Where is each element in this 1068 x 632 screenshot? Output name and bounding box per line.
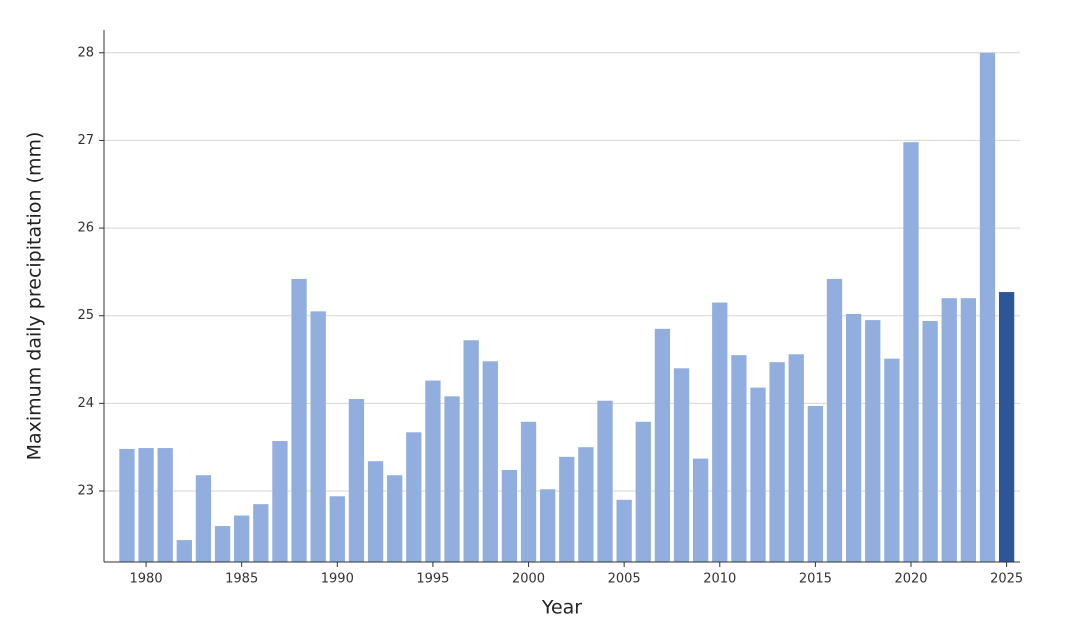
bar xyxy=(903,142,919,562)
bar xyxy=(826,278,843,562)
bar xyxy=(597,400,613,562)
y-tick-label: 28 xyxy=(77,45,94,60)
bar xyxy=(234,515,250,562)
bar xyxy=(482,361,498,562)
bar xyxy=(578,447,594,562)
bar xyxy=(884,358,900,562)
bar xyxy=(616,499,632,562)
x-tick-label: 1990 xyxy=(321,572,354,587)
bar xyxy=(387,475,403,562)
bar xyxy=(406,432,422,562)
x-tick-label: 2010 xyxy=(703,572,736,587)
bar xyxy=(845,313,862,562)
bar xyxy=(463,340,479,562)
y-axis-title: Maximum daily precipitation (mm) xyxy=(24,132,46,461)
x-axis-title: Year xyxy=(541,597,582,619)
bar xyxy=(769,362,785,562)
y-tick-label: 26 xyxy=(77,221,94,236)
x-tick-label: 1995 xyxy=(416,572,449,587)
bar xyxy=(367,461,384,562)
bar xyxy=(444,396,460,562)
bar xyxy=(348,398,365,562)
bar xyxy=(979,52,996,563)
bar xyxy=(922,320,938,562)
x-tick-label: 2025 xyxy=(990,572,1023,587)
bar xyxy=(253,504,269,562)
bar xyxy=(750,387,766,562)
bar xyxy=(654,328,671,562)
bar xyxy=(692,458,709,562)
x-tick-label: 1980 xyxy=(130,572,163,587)
bar xyxy=(960,298,977,562)
bar xyxy=(214,526,231,562)
bar xyxy=(425,380,441,562)
bar xyxy=(941,298,957,562)
y-tick-label: 23 xyxy=(77,484,94,499)
x-tick-label: 2005 xyxy=(608,572,641,587)
bar xyxy=(272,441,288,562)
y-tick-label: 25 xyxy=(77,308,94,323)
bar xyxy=(195,475,212,562)
bar xyxy=(788,354,804,562)
bar xyxy=(635,421,651,562)
y-tick-label: 24 xyxy=(77,396,94,411)
bar xyxy=(329,496,345,562)
y-tick-label: 27 xyxy=(77,133,94,148)
x-tick-label: 2000 xyxy=(512,572,545,587)
x-tick-label: 2015 xyxy=(799,572,832,587)
bar xyxy=(559,456,575,562)
bar xyxy=(998,292,1015,562)
bar xyxy=(712,302,728,562)
bar xyxy=(176,540,192,562)
x-tick-label: 1985 xyxy=(225,572,258,587)
bar xyxy=(157,448,173,562)
bar xyxy=(731,355,747,562)
bar xyxy=(119,448,135,562)
bar xyxy=(673,368,690,562)
bar xyxy=(501,469,518,562)
bar xyxy=(291,278,307,562)
bar xyxy=(310,311,326,562)
bar xyxy=(520,421,537,562)
bar xyxy=(540,489,556,562)
bar xyxy=(807,405,824,562)
x-tick-label: 2020 xyxy=(894,572,927,587)
bar xyxy=(865,320,881,562)
bar xyxy=(138,448,154,562)
